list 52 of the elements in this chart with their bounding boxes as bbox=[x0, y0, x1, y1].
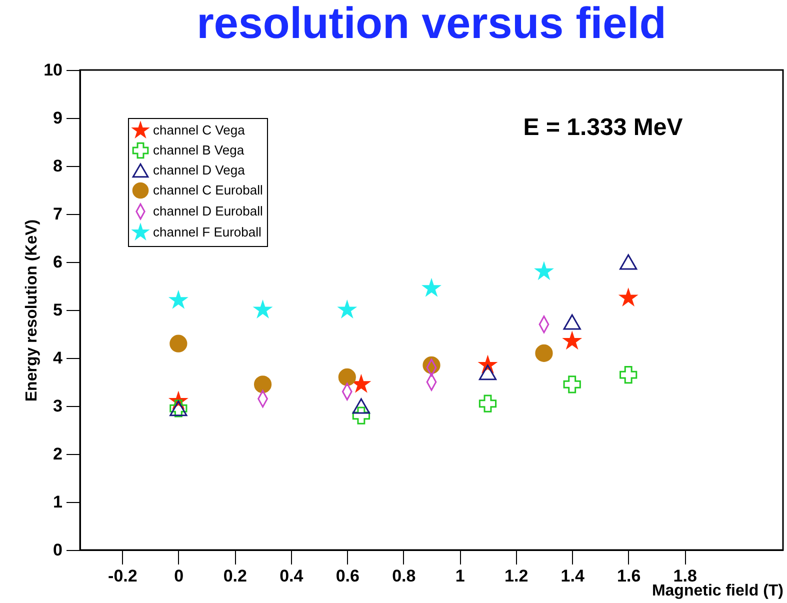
point bbox=[563, 376, 581, 394]
point bbox=[170, 292, 187, 308]
x-axis-title: Magnetic field (T) bbox=[652, 582, 784, 600]
y-tick-label: 10 bbox=[44, 60, 62, 80]
point bbox=[338, 368, 356, 386]
point bbox=[564, 332, 581, 348]
x-tick-label: 1.4 bbox=[560, 566, 585, 586]
point bbox=[170, 334, 188, 352]
annotation: E = 1.333 MeV bbox=[523, 114, 683, 141]
point bbox=[478, 394, 497, 412]
legend-label: channel B Vega bbox=[153, 142, 245, 158]
x-tick-label: 0.4 bbox=[280, 566, 304, 586]
x-tick-label: 1.8 bbox=[673, 566, 697, 586]
point bbox=[620, 289, 637, 306]
x-tick-label: 0.6 bbox=[336, 566, 360, 586]
point bbox=[338, 301, 356, 318]
x-tick-label: 0 bbox=[174, 566, 184, 586]
x-tick-label: 0.2 bbox=[223, 566, 247, 586]
legend-label: channel C Euroball bbox=[153, 182, 263, 198]
y-tick-label: 0 bbox=[53, 540, 62, 560]
x-tick-label: -0.2 bbox=[108, 566, 138, 586]
y-tick-label: 7 bbox=[53, 204, 62, 224]
point bbox=[254, 376, 272, 394]
x-tick-label: 1 bbox=[455, 566, 465, 586]
point bbox=[563, 314, 581, 330]
y-tick-label: 9 bbox=[53, 108, 62, 128]
y-tick-label: 4 bbox=[53, 348, 64, 368]
x-tick-label: 1.6 bbox=[617, 566, 641, 586]
point bbox=[478, 364, 497, 380]
point bbox=[352, 406, 370, 424]
legend-label: channel F Euroball bbox=[153, 224, 262, 240]
point bbox=[352, 376, 370, 392]
legend-label: channel C Vega bbox=[153, 122, 246, 138]
legend-label: channel D Vega bbox=[153, 162, 246, 178]
point bbox=[423, 280, 440, 296]
x-tick-label: 0.8 bbox=[392, 566, 416, 586]
point bbox=[352, 398, 370, 414]
y-axis-title: Energy resolution (KeV) bbox=[24, 219, 41, 402]
y-tick-label: 2 bbox=[53, 444, 62, 464]
point bbox=[254, 301, 272, 318]
y-tick-label: 3 bbox=[53, 396, 62, 416]
x-tick-label: 1.2 bbox=[504, 566, 528, 586]
y-tick-label: 1 bbox=[53, 492, 62, 512]
point bbox=[535, 344, 553, 362]
y-tick-label: 8 bbox=[53, 156, 62, 176]
legend-label: channel D Euroball bbox=[153, 204, 263, 218]
point bbox=[620, 254, 638, 270]
y-tick-label: 5 bbox=[53, 300, 62, 320]
point bbox=[620, 366, 638, 384]
y-tick-label: 6 bbox=[53, 252, 62, 272]
chart-title: resolution versus field bbox=[196, 0, 666, 48]
point bbox=[536, 262, 552, 279]
